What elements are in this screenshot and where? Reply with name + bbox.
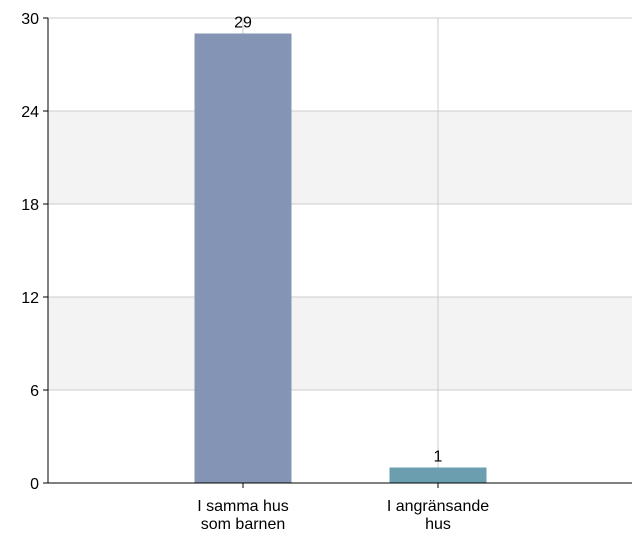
y-tick-label: 12 (21, 290, 39, 307)
x-category-label: I samma hus (197, 498, 289, 515)
bars (194, 33, 487, 483)
x-category-label: hus (425, 516, 451, 533)
plot-background-bands (48, 111, 632, 390)
bar (194, 33, 292, 483)
y-tick-label: 0 (30, 476, 39, 493)
x-category-label: som barnen (201, 516, 286, 533)
background-band (48, 297, 632, 390)
gridlines (48, 17, 632, 483)
axes (47, 18, 632, 488)
y-tick-label: 30 (21, 11, 39, 28)
y-axis-ticks: 0 6 12 18 24 30 (21, 11, 48, 493)
x-category-label: I angränsande (387, 498, 489, 515)
data-label: 29 (234, 15, 252, 32)
y-tick-label: 6 (30, 383, 39, 400)
bar (389, 467, 487, 483)
data-labels: 29 1 (234, 15, 442, 466)
y-tick-label: 24 (21, 104, 39, 121)
data-label: 1 (434, 449, 443, 466)
background-band (48, 111, 632, 204)
y-tick-label: 18 (21, 197, 39, 214)
